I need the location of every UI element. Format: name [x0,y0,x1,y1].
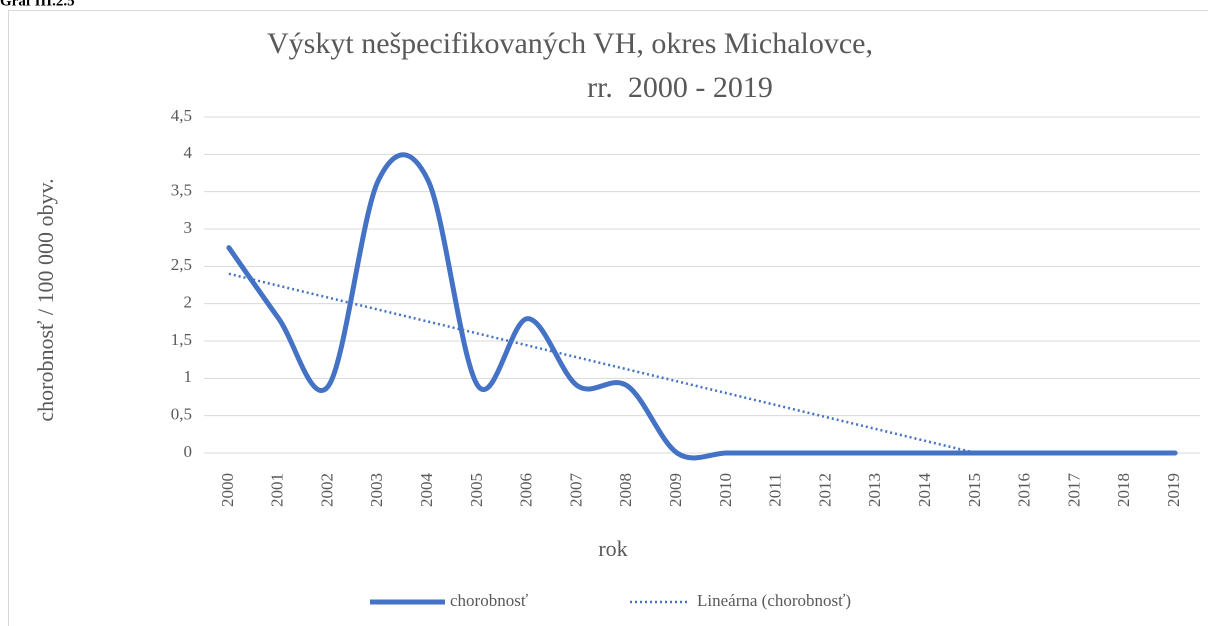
x-tick-label: 2011 [766,473,785,506]
x-tick-label: 2006 [517,473,536,507]
y-tick-label: 2,5 [171,255,192,274]
x-axis-title: rok [598,536,627,561]
x-tick-label: 2014 [915,473,934,508]
chart-title: rr. 2000 - 2019 [587,71,773,104]
y-tick-label: 3,5 [171,181,192,200]
chart-border [8,10,1208,626]
y-tick-label: 4,5 [171,106,192,125]
x-tick-label: 2002 [317,473,336,507]
x-tick-label: 2005 [467,473,486,507]
x-tick-label: 2018 [1114,473,1133,507]
x-tick-label: 2010 [716,473,735,507]
chart-title: Výskyt nešpecifikovaných VH, okres Micha… [267,27,873,60]
x-tick-label: 2012 [815,473,834,507]
x-tick-label: 2013 [865,473,884,507]
x-tick-label: 2000 [218,473,237,507]
x-tick-label: 2004 [417,473,436,508]
y-tick-label: 2 [184,293,193,312]
trend-line [228,272,977,455]
x-tick-label: 2003 [367,473,386,507]
y-axis-title: chorobnosť / 100 000 obyv. [33,178,58,421]
x-tick-label: 2001 [268,473,287,507]
y-tick-label: 4 [184,143,193,162]
x-tick-label: 2016 [1015,473,1034,507]
x-tick-label: 2009 [666,473,685,507]
x-tick-label: 2015 [965,473,984,507]
x-tick-label: 2007 [566,473,585,508]
y-tick-label: 1 [184,367,193,386]
y-tick-label: 3 [184,218,193,237]
y-tick-label: 1,5 [171,330,192,349]
series-line [226,152,1178,461]
y-tick-label: 0,5 [171,405,192,424]
caption: Graf III.2.5 [0,0,75,9]
x-tick-label: 2019 [1164,473,1183,507]
x-tick-label: 2008 [616,473,635,507]
legend-label: Lineárna (chorobnosť) [697,591,851,610]
y-tick-label: 0 [184,442,193,461]
legend-label: chorobnosť [450,591,528,610]
x-tick-label: 2017 [1064,473,1083,508]
